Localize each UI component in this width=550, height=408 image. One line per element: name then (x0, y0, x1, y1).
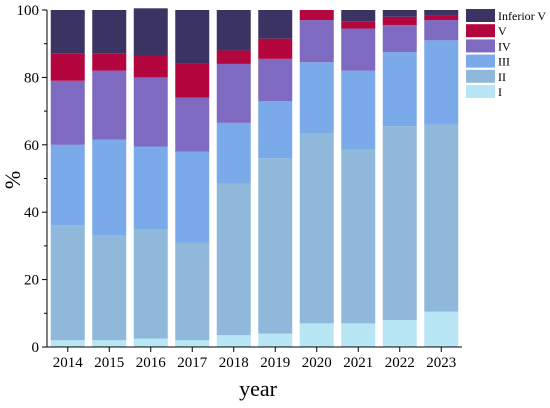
bar-segment-inferior-v-2023 (424, 10, 459, 16)
bar-segment-iv-2019 (258, 58, 293, 101)
legend-label-ii: II (498, 70, 506, 84)
legend-label-v: V (498, 24, 507, 38)
bar-segment-i-2019 (258, 333, 293, 347)
bar-segment-iv-2023 (424, 20, 459, 41)
bar-segment-ii-2021 (341, 149, 376, 324)
x-tick-label: 2017 (177, 355, 208, 371)
legend-swatch-ii (466, 69, 495, 83)
bar-segment-iii-2022 (382, 52, 417, 127)
bar-segment-v-2019 (258, 38, 293, 59)
legend-label-iv: IV (498, 39, 511, 53)
bar-segment-ii-2020 (299, 133, 334, 324)
bar-segment-v-2021 (341, 21, 376, 29)
bar-segment-v-2017 (175, 63, 210, 98)
y-tick-label: 80 (24, 70, 39, 86)
bar-segment-iv-2014 (50, 80, 85, 145)
bar-segment-iv-2016 (133, 77, 168, 147)
bar-segment-iii-2015 (92, 139, 127, 236)
bars-layer (50, 8, 459, 347)
bar-segment-iii-2020 (299, 62, 334, 134)
bar-segment-iii-2014 (50, 144, 85, 226)
bar-segment-inferior-v-2017 (175, 10, 210, 64)
bar-segment-v-2018 (216, 50, 251, 64)
bar-segment-iv-2022 (382, 25, 417, 53)
bar-segment-i-2020 (299, 323, 334, 347)
bar-segment-iii-2023 (424, 40, 459, 125)
x-tick-label: 2023 (426, 355, 456, 371)
y-axis-title: % (0, 171, 25, 189)
bar-segment-v-2020 (299, 10, 334, 21)
bar-segment-ii-2019 (258, 158, 293, 334)
legend-label-iii: III (498, 55, 510, 69)
y-tick-label: 20 (24, 273, 39, 289)
x-tick-label: 2019 (260, 355, 290, 371)
bar-segment-ii-2017 (175, 242, 210, 341)
legend-label-inferior-v: Inferior V (498, 9, 546, 23)
legend-swatch-iii (466, 54, 495, 68)
bar-segment-ii-2015 (92, 235, 127, 341)
legend-swatch-v (466, 24, 495, 38)
bar-segment-ii-2023 (424, 124, 459, 312)
bar-segment-i-2022 (382, 320, 417, 347)
legend-swatch-inferior-v (466, 9, 495, 22)
bar-segment-i-2021 (341, 323, 376, 347)
bar-segment-iv-2018 (216, 63, 251, 123)
x-axis-title: year (239, 376, 278, 401)
bar-segment-i-2016 (133, 338, 168, 347)
bar-segment-v-2016 (133, 55, 168, 78)
x-tick-label: 2022 (385, 355, 415, 371)
bar-segment-v-2015 (92, 53, 127, 71)
bar-segment-ii-2016 (133, 229, 168, 339)
bar-segment-i-2023 (424, 311, 459, 347)
x-tick-label: 2020 (302, 355, 332, 371)
bar-segment-iii-2018 (216, 122, 251, 184)
bar-segment-inferior-v-2016 (133, 8, 168, 56)
bar-segment-inferior-v-2019 (258, 10, 293, 39)
y-tick-label: 40 (24, 205, 39, 221)
bar-segment-i-2014 (50, 340, 85, 347)
bar-segment-v-2022 (382, 16, 417, 26)
bar-segment-ii-2022 (382, 126, 417, 321)
bar-segment-v-2014 (50, 53, 85, 81)
y-tick-label: 100 (17, 3, 40, 19)
x-tick-label: 2016 (136, 355, 167, 371)
bar-segment-v-2023 (424, 15, 459, 21)
bar-segment-iii-2017 (175, 151, 210, 243)
legend-label-i: I (498, 85, 502, 99)
x-tick-label: 2015 (94, 355, 124, 371)
y-tick-label: 0 (32, 340, 40, 356)
bar-segment-i-2018 (216, 335, 251, 347)
bar-segment-inferior-v-2015 (92, 10, 127, 54)
bar-segment-iii-2016 (133, 146, 168, 230)
bar-segment-inferior-v-2018 (216, 10, 251, 51)
y-tick-label: 60 (24, 138, 39, 154)
bar-segment-ii-2018 (216, 183, 251, 336)
bar-segment-i-2017 (175, 340, 210, 347)
bar-segment-iv-2015 (92, 70, 127, 140)
legend-swatch-i (466, 85, 495, 98)
bar-segment-i-2015 (92, 340, 127, 347)
bar-segment-iv-2017 (175, 97, 210, 152)
axes-layer: 0 20 40 60 80 100 2014 2015 2016 2017 2018 2019 2020… (17, 3, 462, 371)
x-tick-label: 2014 (53, 355, 84, 371)
bar-segment-inferior-v-2022 (382, 10, 417, 17)
bar-segment-inferior-v-2021 (341, 10, 376, 22)
x-tick-label: 2018 (219, 355, 249, 371)
x-tick-label: 2021 (343, 355, 373, 371)
bar-segment-iv-2020 (299, 20, 334, 63)
bar-segment-ii-2014 (50, 225, 85, 341)
legend-swatch-iv (466, 39, 495, 53)
bar-segment-inferior-v-2014 (50, 10, 85, 54)
bar-segment-iii-2021 (341, 70, 376, 150)
bar-segment-iv-2021 (341, 28, 376, 71)
bar-segment-iii-2019 (258, 100, 293, 159)
